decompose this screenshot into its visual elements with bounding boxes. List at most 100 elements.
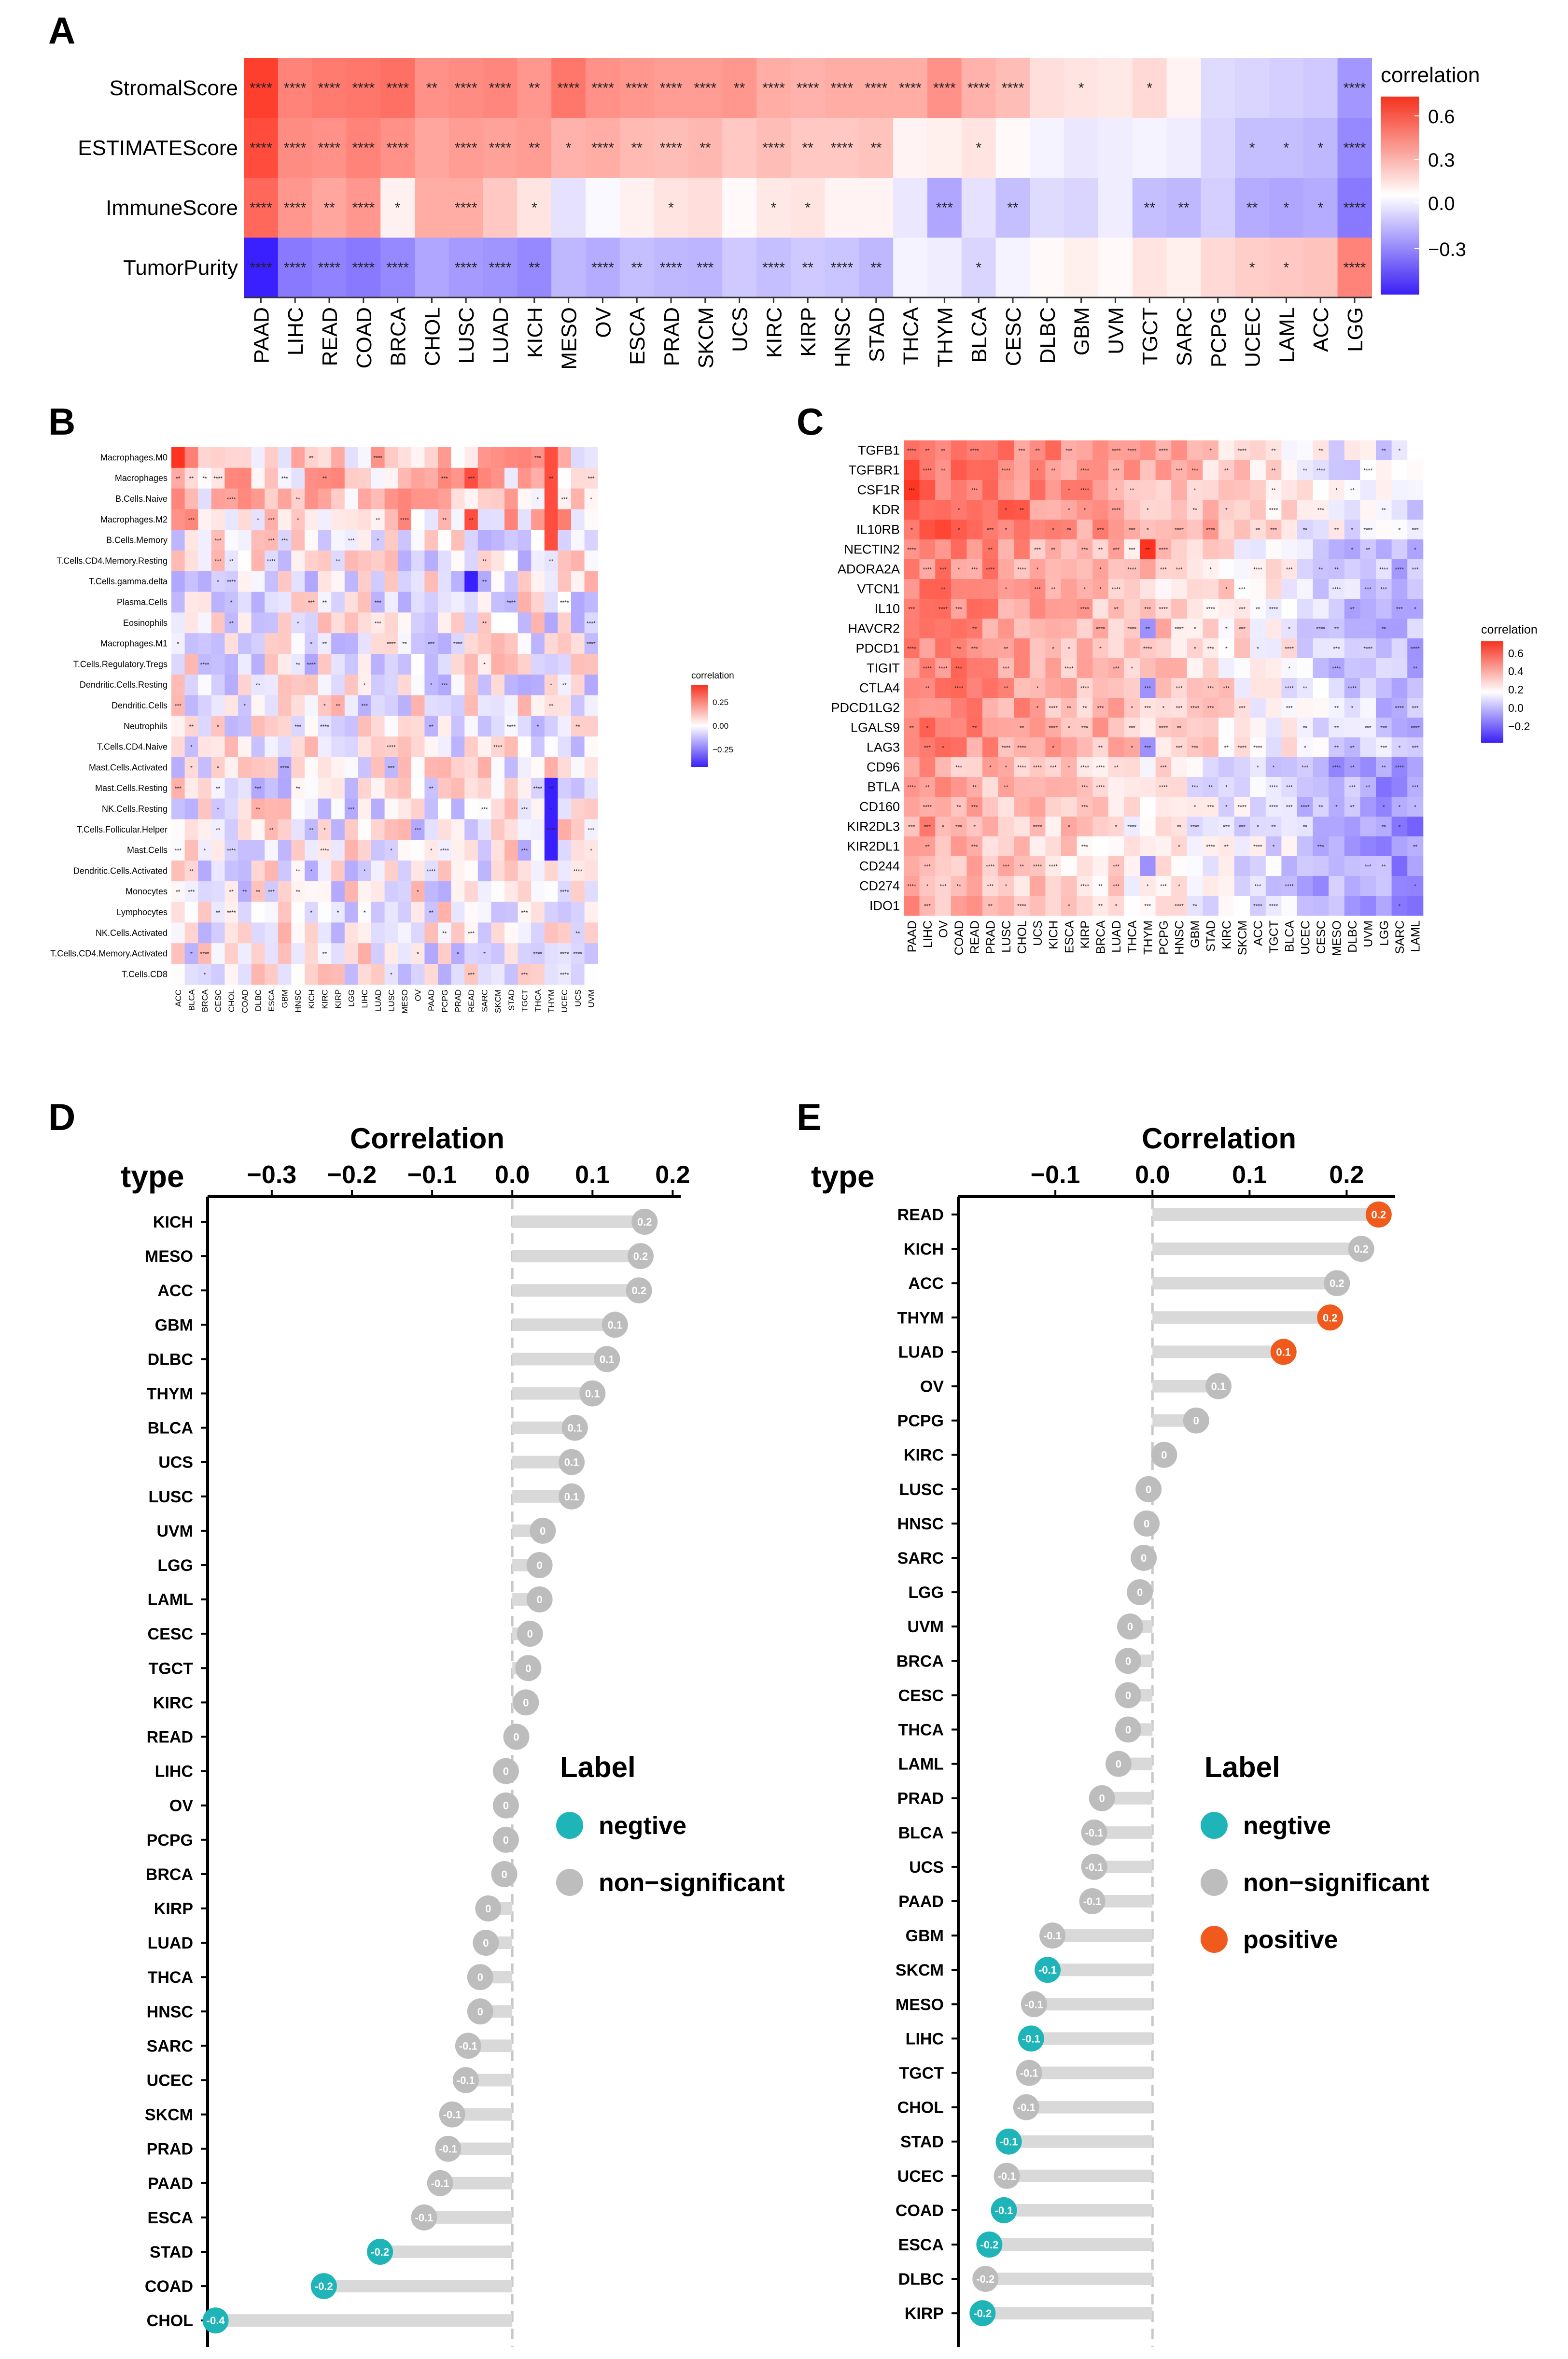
heatmap-cell: [1218, 658, 1235, 678]
significance-mark: ***: [1191, 784, 1198, 791]
heatmap-cell: [1391, 856, 1408, 876]
heatmap-cell: [384, 612, 398, 634]
point-value-label: -0.1: [1020, 2067, 1038, 2079]
significance-mark: ****: [560, 889, 569, 895]
heatmap-cell: [1360, 638, 1376, 659]
heatmap-cell: [571, 571, 585, 593]
heatmap-cell: [1045, 520, 1062, 540]
heatmap-cell: [1329, 836, 1345, 857]
x-tick-label: TGCT: [1138, 307, 1162, 365]
heatmap-cell: [584, 551, 598, 572]
significance-mark: **: [1366, 784, 1371, 791]
heatmap-cell: [935, 718, 952, 738]
heatmap-cell: [919, 638, 936, 659]
significance-mark: **: [988, 903, 993, 910]
x-tick-label: COAD: [352, 307, 376, 368]
heatmap-cell: [224, 633, 238, 654]
heatmap-cell: [982, 579, 999, 599]
heatmap-cell: [384, 654, 398, 675]
heatmap-cell: [1166, 178, 1201, 238]
lollipop-point: [492, 1826, 519, 1853]
heatmap-cell: [424, 571, 438, 593]
heatmap-cell: [251, 695, 265, 716]
row-label: KDR: [872, 503, 900, 517]
heatmap-cell: [1407, 777, 1424, 797]
heatmap-cell: [1187, 836, 1203, 857]
heatmap-cell: [448, 238, 484, 298]
heatmap-cell: [1344, 737, 1360, 758]
significance-mark: ****: [1112, 586, 1121, 593]
heatmap-cell: [464, 881, 478, 903]
heatmap-cell: [1045, 638, 1062, 659]
heatmap-cell: [951, 836, 967, 857]
heatmap-cell: [531, 530, 545, 551]
category-label: DLBC: [148, 1350, 193, 1369]
significance-mark: ****: [1206, 844, 1215, 850]
significance-mark: *: [973, 824, 976, 831]
heatmap-cell: [491, 881, 505, 903]
significance-mark: ****: [694, 80, 716, 96]
significance-mark: **: [296, 661, 301, 668]
significance-mark: ****: [373, 454, 382, 461]
heatmap-cell: [1265, 500, 1282, 520]
significance-mark: ****: [1049, 863, 1058, 870]
heatmap-cell: [398, 654, 412, 675]
heatmap-cell: [518, 467, 532, 489]
significance-mark: ****: [1080, 685, 1090, 692]
x-tick-label: −0.1: [407, 1161, 457, 1189]
heatmap-cell: [211, 922, 225, 944]
heatmap-cell: [1014, 718, 1030, 738]
significance-mark: ***: [1380, 725, 1387, 732]
heatmap-cell: [1250, 817, 1266, 837]
heatmap-cell: [1124, 777, 1140, 797]
significance-mark: **: [1020, 863, 1024, 870]
heatmap-cell: [1171, 757, 1188, 777]
heatmap-cell: [551, 58, 586, 118]
heatmap-cell: [1061, 480, 1078, 500]
significance-mark: ***: [1349, 784, 1356, 791]
heatmap-cell: [371, 633, 385, 654]
heatmap-cell: [1108, 817, 1124, 837]
significance-mark: **: [202, 475, 207, 482]
heatmap-cell: [518, 943, 532, 964]
significance-mark: **: [1413, 844, 1418, 850]
heatmap-cell: [1155, 797, 1172, 817]
significance-mark: ****: [400, 517, 409, 523]
significance-mark: ***: [1412, 566, 1418, 573]
heatmap-cell: [584, 654, 598, 675]
heatmap-cell: [398, 881, 412, 903]
heatmap-cell: [531, 509, 545, 530]
heatmap-cell: [1329, 876, 1345, 896]
heatmap-cell: [571, 467, 585, 489]
heatmap-cell: [935, 678, 952, 698]
heatmap-cell: [584, 964, 598, 985]
row-label: KIR2DL1: [847, 839, 900, 854]
significance-mark: ***: [939, 566, 946, 573]
significance-mark: *: [976, 260, 981, 276]
row-label: Mast.Cells.Resting: [95, 783, 168, 793]
significance-mark: ***: [936, 200, 953, 216]
colorbar-tick-label: −0.3: [1428, 239, 1466, 260]
heatmap-cell: [291, 467, 305, 489]
row-label: Macrophages.M0: [100, 452, 168, 462]
significance-mark: *: [942, 824, 944, 831]
heatmap-cell: [1077, 836, 1093, 857]
significance-mark: *: [1068, 507, 1070, 514]
heatmap-cell: [1360, 718, 1376, 738]
heatmap-cell: [344, 943, 358, 964]
x-tick-label: LGG: [1377, 920, 1391, 946]
significance-mark: ***: [588, 475, 594, 482]
heatmap-cell: [464, 819, 478, 840]
heatmap-cell: [518, 447, 532, 468]
significance-mark: **: [229, 558, 234, 565]
heatmap-cell: [654, 58, 688, 118]
heatmap-cell: [398, 840, 412, 861]
heatmap-cell: [756, 58, 791, 118]
heatmap-cell: [966, 539, 983, 560]
lollipop-stem: [1152, 1208, 1379, 1221]
significance-mark: **: [429, 723, 434, 730]
heatmap-cell: [1061, 599, 1078, 619]
heatmap-cell: [1155, 757, 1172, 777]
heatmap-cell: [384, 467, 398, 489]
heatmap-cell: [935, 559, 952, 579]
